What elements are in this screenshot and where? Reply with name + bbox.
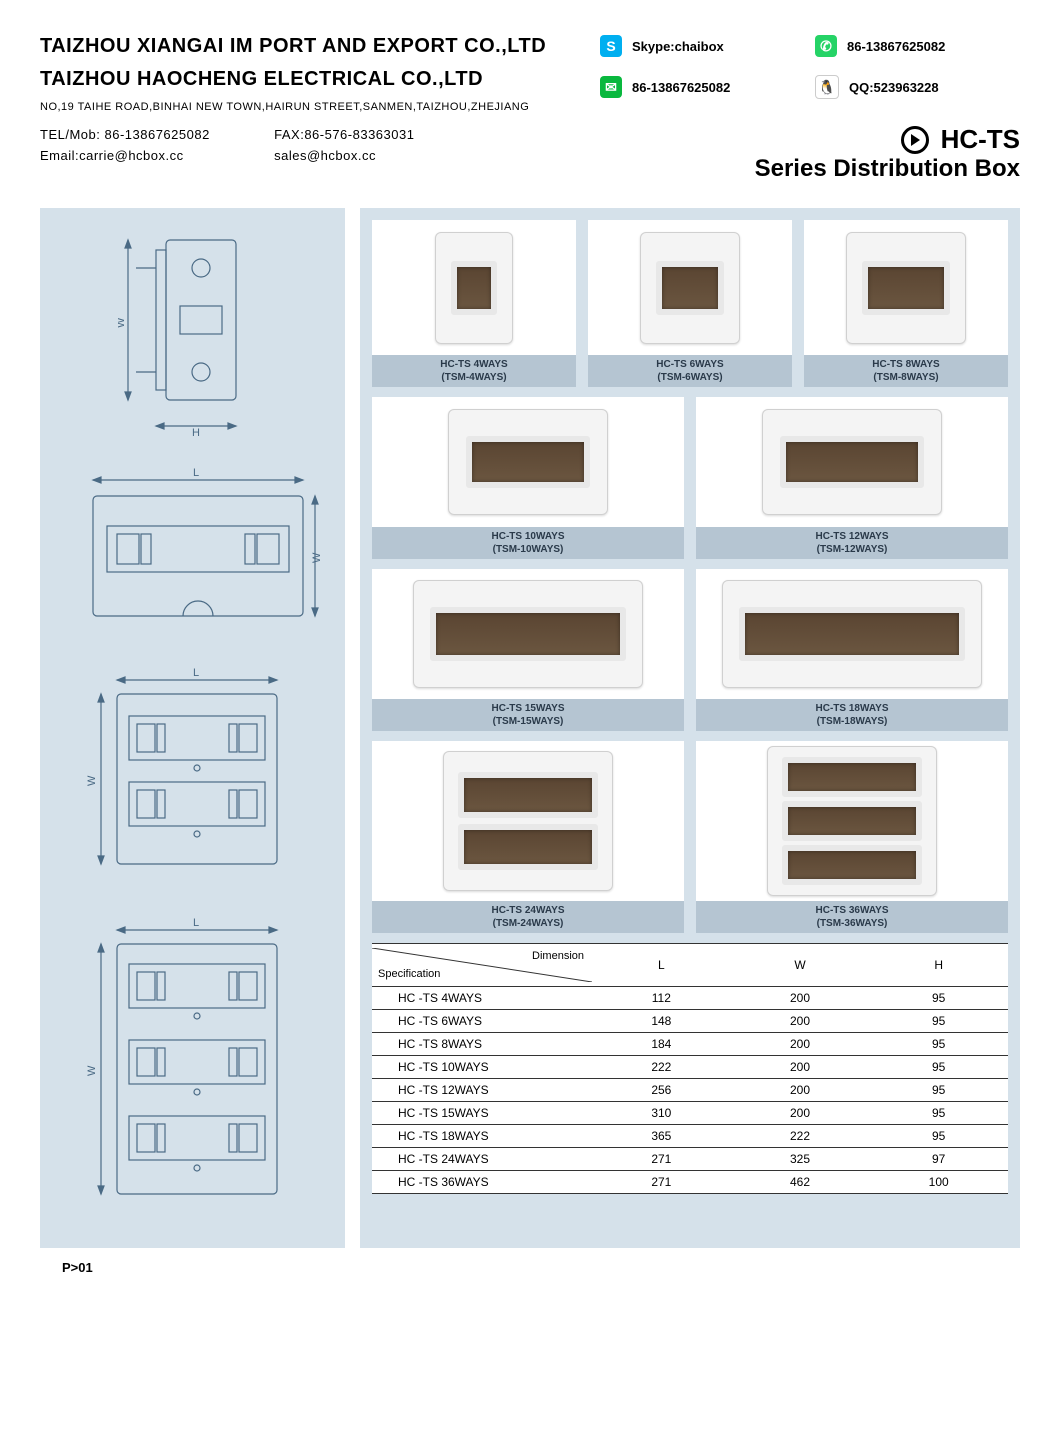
product-card: HC-TS 4WAYS (TSM-4WAYS) <box>372 220 576 387</box>
product-sub: (TSM-6WAYS) <box>657 372 722 383</box>
dim-h: H <box>192 427 200 438</box>
product-name: HC-TS 10WAYS <box>492 531 565 542</box>
product-card: HC-TS 12WAYS (TSM-12WAYS) <box>696 397 1008 559</box>
product-name: HC-TS 24WAYS <box>492 905 565 916</box>
dim-w: W <box>86 775 98 786</box>
table-row: HC -TS 36WAYS271462100 <box>372 1171 1008 1194</box>
table-header-row: Dimension Specification L W H <box>372 944 1008 987</box>
email1: carrie@hcbox.cc <box>79 148 184 163</box>
diagonal-header: Dimension Specification <box>372 948 592 982</box>
qq-icon: 🐧 <box>815 75 839 99</box>
play-icon <box>901 126 929 154</box>
table-row: HC -TS 8WAYS18420095 <box>372 1033 1008 1056</box>
product-card: HC-TS 6WAYS (TSM-6WAYS) <box>588 220 792 387</box>
dim-l: L <box>193 468 199 479</box>
dim-w: W <box>118 317 127 328</box>
table-row: HC -TS 6WAYS14820095 <box>372 1010 1008 1033</box>
email-label: Email: <box>40 148 79 163</box>
dim-w: W <box>311 552 323 563</box>
table-row: HC -TS 4WAYS11220095 <box>372 987 1008 1010</box>
skype-contact: S Skype:chaibox <box>600 35 805 57</box>
product-sub: (TSM-15WAYS) <box>493 716 564 727</box>
skype-label: Skype:chaibox <box>632 39 724 54</box>
table-row: HC -TS 10WAYS22220095 <box>372 1056 1008 1079</box>
table-row: HC -TS 18WAYS36522295 <box>372 1125 1008 1148</box>
product-name: HC-TS 6WAYS <box>656 359 723 370</box>
tel-label: TEL/Mob: <box>40 127 100 142</box>
product-sub: (TSM-10WAYS) <box>493 544 564 555</box>
diagram-side: W H <box>118 228 268 438</box>
skype-icon: S <box>600 35 622 57</box>
specification-label: Specification <box>378 968 440 980</box>
product-row-4: HC-TS 24WAYS (TSM-24WAYS) HC-TS 36WAYS (TS… <box>372 741 1008 933</box>
series-title: HC-TS Series Distribution Box <box>600 124 1020 183</box>
diagram-panel: W H <box>40 208 345 1248</box>
header: TAIZHOU XIANGAI IM PORT AND EXPORT CO.,L… <box>40 35 1020 183</box>
tel-fax-row: TEL/Mob: 86-13867625082 FAX:86-576-83363… <box>40 127 580 142</box>
product-row-3: HC-TS 15WAYS (TSM-15WAYS) HC-TS 18WAYS (TS… <box>372 569 1008 731</box>
product-card: HC-TS 36WAYS (TSM-36WAYS) <box>696 741 1008 933</box>
dimension-label: Dimension <box>532 950 584 962</box>
company-name-2: TAIZHOU HAOCHENG ELECTRICAL CO.,LTD <box>40 68 580 91</box>
email-row: Email:carrie@hcbox.cc sales@hcbox.cc <box>40 148 580 163</box>
catalog-page: TAIZHOU XIANGAI IM PORT AND EXPORT CO.,L… <box>0 0 1060 1295</box>
diagram-front-3: L W <box>83 918 303 1218</box>
product-name: HC-TS 36WAYS <box>816 905 889 916</box>
product-name: HC-TS 15WAYS <box>492 703 565 714</box>
product-row-2: HC-TS 10WAYS (TSM-10WAYS) HC-TS 12WAYS (TS… <box>372 397 1008 559</box>
product-name: HC-TS 8WAYS <box>872 359 939 370</box>
tel-value: 86-13867625082 <box>104 127 209 142</box>
product-sub: (TSM-36WAYS) <box>817 918 888 929</box>
table-row: HC -TS 15WAYS31020095 <box>372 1102 1008 1125</box>
header-left: TAIZHOU XIANGAI IM PORT AND EXPORT CO.,L… <box>40 35 580 183</box>
dim-l: L <box>193 918 199 929</box>
page-number: P>01 <box>62 1260 1020 1275</box>
fax-label: FAX: <box>274 127 304 142</box>
product-card: HC-TS 24WAYS (TSM-24WAYS) <box>372 741 684 933</box>
product-name: HC-TS 18WAYS <box>816 703 889 714</box>
product-sub: (TSM-18WAYS) <box>817 716 888 727</box>
company-address: NO,19 TAIHE ROAD,BINHAI NEW TOWN,HAIRUN … <box>40 101 580 113</box>
qq-contact: 🐧 QQ:523963228 <box>815 75 1020 99</box>
wechat-contact: ✉ 86-13867625082 <box>600 75 805 99</box>
product-sub: (TSM-8WAYS) <box>873 372 938 383</box>
content: W H <box>40 208 1020 1248</box>
series-code: HC-TS <box>941 124 1020 155</box>
product-card: HC-TS 10WAYS (TSM-10WAYS) <box>372 397 684 559</box>
dim-l: L <box>193 668 199 679</box>
fax-value: 86-576-83363031 <box>304 127 414 142</box>
qq-label: QQ:523963228 <box>849 80 939 95</box>
wechat-icon: ✉ <box>600 76 622 98</box>
table-row: HC -TS 12WAYS25620095 <box>372 1079 1008 1102</box>
spec-table-body: HC -TS 4WAYS11220095 HC -TS 6WAYS1482009… <box>372 987 1008 1194</box>
col-l: L <box>592 944 731 987</box>
diagram-front-1: L W <box>63 468 323 638</box>
product-card: HC-TS 8WAYS (TSM-8WAYS) <box>804 220 1008 387</box>
contact-grid: S Skype:chaibox ✆ 86-13867625082 ✉ 86-13… <box>600 35 1020 99</box>
product-card: HC-TS 18WAYS (TSM-18WAYS) <box>696 569 1008 731</box>
whatsapp-label: 86-13867625082 <box>847 39 945 54</box>
whatsapp-contact: ✆ 86-13867625082 <box>815 35 1020 57</box>
diagram-front-2: L W <box>83 668 303 888</box>
product-sub: (TSM-12WAYS) <box>817 544 888 555</box>
series-name: Series Distribution Box <box>600 155 1020 183</box>
wechat-label: 86-13867625082 <box>632 80 730 95</box>
email2: sales@hcbox.cc <box>274 148 376 163</box>
product-sub: (TSM-4WAYS) <box>441 372 506 383</box>
header-right: S Skype:chaibox ✆ 86-13867625082 ✉ 86-13… <box>600 35 1020 183</box>
table-row: HC -TS 24WAYS27132597 <box>372 1148 1008 1171</box>
col-w: W <box>731 944 870 987</box>
col-h: H <box>869 944 1008 987</box>
products-panel: HC-TS 4WAYS (TSM-4WAYS) HC-TS 6WAYS (TSM-6… <box>360 208 1020 1248</box>
spec-table: Dimension Specification L W H HC -TS 4WA… <box>372 943 1008 1194</box>
product-name: HC-TS 12WAYS <box>816 531 889 542</box>
product-row-1: HC-TS 4WAYS (TSM-4WAYS) HC-TS 6WAYS (TSM-6… <box>372 220 1008 387</box>
dim-w: W <box>86 1065 98 1076</box>
company-name-1: TAIZHOU XIANGAI IM PORT AND EXPORT CO.,L… <box>40 35 580 58</box>
whatsapp-icon: ✆ <box>815 35 837 57</box>
product-name: HC-TS 4WAYS <box>440 359 507 370</box>
product-card: HC-TS 15WAYS (TSM-15WAYS) <box>372 569 684 731</box>
product-sub: (TSM-24WAYS) <box>493 918 564 929</box>
